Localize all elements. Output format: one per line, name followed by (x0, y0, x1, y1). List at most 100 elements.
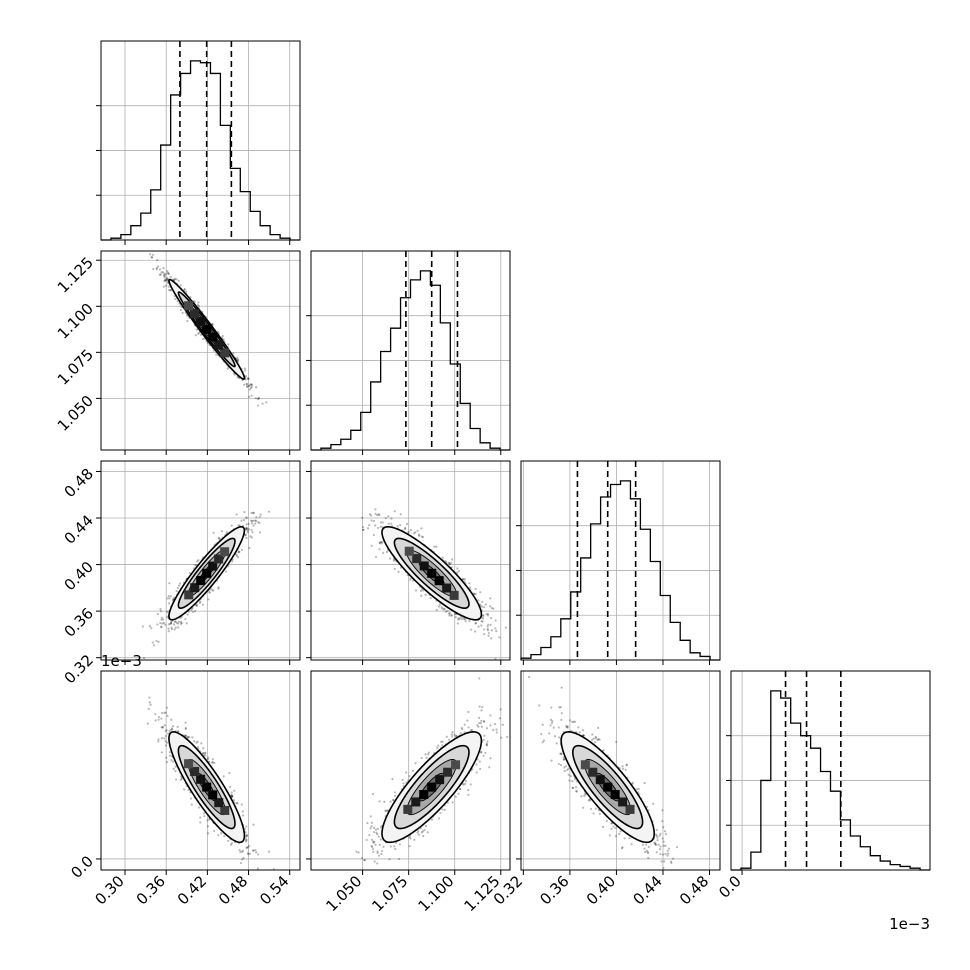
sample-point (660, 860, 663, 863)
y-tick-label: 0.40 (61, 558, 97, 594)
density-core (220, 348, 230, 358)
sample-point (661, 853, 665, 856)
sample-point (664, 844, 667, 847)
sample-point (441, 744, 444, 747)
density-panel (355, 677, 509, 865)
sample-point (483, 633, 486, 636)
sample-point (160, 616, 163, 619)
sample-point (199, 600, 202, 603)
sample-point (369, 514, 373, 517)
sample-point (482, 628, 486, 631)
sample-point (647, 845, 650, 849)
sample-point (670, 861, 673, 864)
sample-point (256, 867, 260, 870)
sample-point (672, 884, 674, 886)
sample-point (255, 516, 258, 519)
density-core (403, 804, 413, 814)
density-core (214, 554, 224, 564)
sample-point (560, 712, 563, 715)
sample-point (378, 541, 381, 544)
sample-point (186, 736, 189, 739)
sample-point (608, 834, 611, 837)
sample-point (594, 735, 597, 739)
sample-point (170, 620, 173, 624)
sample-point (435, 608, 438, 612)
sample-point (478, 677, 481, 680)
sample-point (217, 833, 220, 837)
sample-point (397, 570, 400, 573)
sample-point (485, 743, 488, 746)
sample-point (164, 730, 167, 733)
sample-point (486, 740, 489, 743)
sample-point (362, 528, 365, 531)
sample-point (259, 513, 262, 516)
sample-point (614, 826, 617, 830)
sample-point (446, 609, 449, 613)
sample-point (658, 848, 662, 851)
sample-point (374, 508, 377, 511)
sample-point (211, 758, 214, 761)
sample-point (402, 782, 405, 785)
sample-point (245, 833, 248, 836)
histogram-step (731, 690, 930, 871)
sample-point (250, 520, 254, 523)
density-core (190, 309, 200, 319)
sample-point (181, 311, 184, 314)
sample-point (417, 533, 421, 536)
sample-point (252, 849, 255, 852)
sample-point (376, 833, 379, 836)
sample-point (477, 725, 480, 728)
sample-point (487, 632, 490, 635)
sample-point (238, 524, 241, 527)
sample-point (577, 726, 580, 729)
sample-point (192, 610, 195, 614)
sample-point (568, 779, 571, 782)
sample-point (424, 593, 427, 596)
sample-point (238, 848, 241, 852)
sample-point (246, 385, 249, 388)
sample-point (196, 332, 200, 335)
sample-point (368, 524, 371, 527)
sample-point (451, 735, 454, 738)
sample-point (240, 519, 243, 522)
sample-point (424, 824, 428, 828)
sample-point (170, 718, 173, 721)
sample-point (568, 719, 572, 722)
sample-point (199, 333, 202, 336)
sample-point (471, 728, 474, 732)
sample-point (201, 752, 205, 755)
sample-point (232, 352, 235, 355)
sample-point (398, 843, 401, 846)
density-core (214, 798, 224, 808)
sample-point (481, 605, 484, 608)
sample-point (596, 726, 600, 730)
sample-point (242, 857, 245, 860)
sample-point (154, 713, 157, 716)
sample-point (473, 630, 477, 633)
sample-point (378, 513, 381, 517)
sample-point (176, 725, 179, 728)
panel-frame (100, 670, 301, 871)
sample-point (184, 617, 187, 621)
sample-point (190, 797, 193, 800)
sample-point (206, 819, 209, 822)
sample-point (232, 799, 236, 802)
sample-point (197, 559, 200, 562)
sample-point (246, 852, 249, 855)
sample-point (397, 857, 401, 861)
sample-point (372, 850, 375, 854)
sample-point (175, 278, 178, 281)
sample-point (408, 836, 411, 839)
sample-point (170, 622, 173, 625)
sample-point (233, 789, 236, 792)
density-core (411, 797, 421, 807)
sample-point (641, 843, 645, 846)
density-core (184, 301, 194, 311)
sample-point (462, 578, 465, 581)
sample-point (376, 850, 379, 853)
sample-point (581, 729, 585, 732)
sample-point (492, 728, 495, 732)
sample-point (188, 571, 191, 575)
sample-point (172, 760, 175, 763)
sample-point (157, 716, 161, 719)
